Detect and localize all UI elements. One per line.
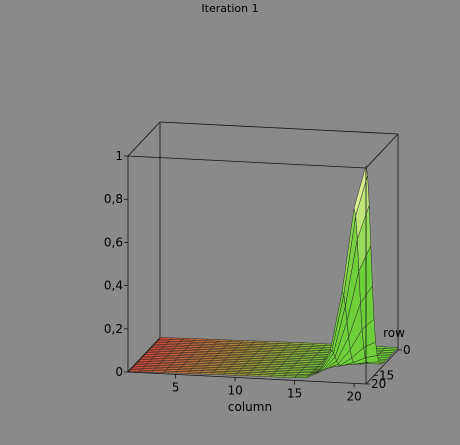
surface-cell bbox=[246, 373, 262, 377]
z-tick-label: 0,6 bbox=[104, 235, 123, 249]
surface-cell bbox=[294, 375, 309, 379]
x-tick-label: 5 bbox=[172, 380, 180, 394]
surface-cell bbox=[282, 375, 297, 379]
z-tick-label: 0 bbox=[115, 365, 123, 379]
surface-cell bbox=[222, 372, 238, 376]
surface-cell bbox=[270, 374, 285, 378]
x-tick-label: 10 bbox=[227, 383, 242, 397]
box-edge bbox=[127, 371, 367, 385]
surface-cell bbox=[210, 372, 226, 376]
x-tick-label: 15 bbox=[287, 386, 302, 400]
box-edge bbox=[365, 133, 399, 169]
chart-title: Iteration 1 bbox=[201, 2, 258, 15]
box-edge bbox=[127, 155, 367, 169]
surface-cell bbox=[139, 369, 154, 373]
surface-cell bbox=[297, 372, 312, 375]
z-tick-label: 0,8 bbox=[104, 192, 123, 206]
z-tick-label: 1 bbox=[115, 149, 123, 163]
y-tick-label: 0 bbox=[403, 343, 411, 357]
surface-cell bbox=[198, 372, 214, 375]
surface-cell bbox=[163, 370, 178, 374]
z-tick-label: 0,4 bbox=[104, 279, 123, 293]
bounding-box-front bbox=[127, 121, 399, 385]
x-axis-label: column bbox=[228, 400, 272, 414]
box-edge bbox=[127, 337, 161, 373]
y-axis-label: row bbox=[383, 326, 405, 340]
surface-mesh bbox=[127, 165, 399, 379]
box-edge bbox=[159, 121, 399, 135]
y-tick-label: 20 bbox=[371, 377, 386, 391]
surface-cell bbox=[186, 371, 202, 375]
surface-cell bbox=[234, 373, 250, 377]
box-edge bbox=[127, 121, 161, 157]
surface-cell bbox=[258, 374, 273, 378]
box-edge bbox=[365, 349, 399, 385]
surface-cell bbox=[151, 370, 166, 373]
x-tick-label: 20 bbox=[346, 389, 361, 403]
y-tick-label: 15 bbox=[379, 369, 394, 383]
surface-cell bbox=[175, 371, 190, 374]
surface-cell bbox=[353, 165, 368, 216]
z-tick-label: 0,2 bbox=[104, 322, 123, 336]
